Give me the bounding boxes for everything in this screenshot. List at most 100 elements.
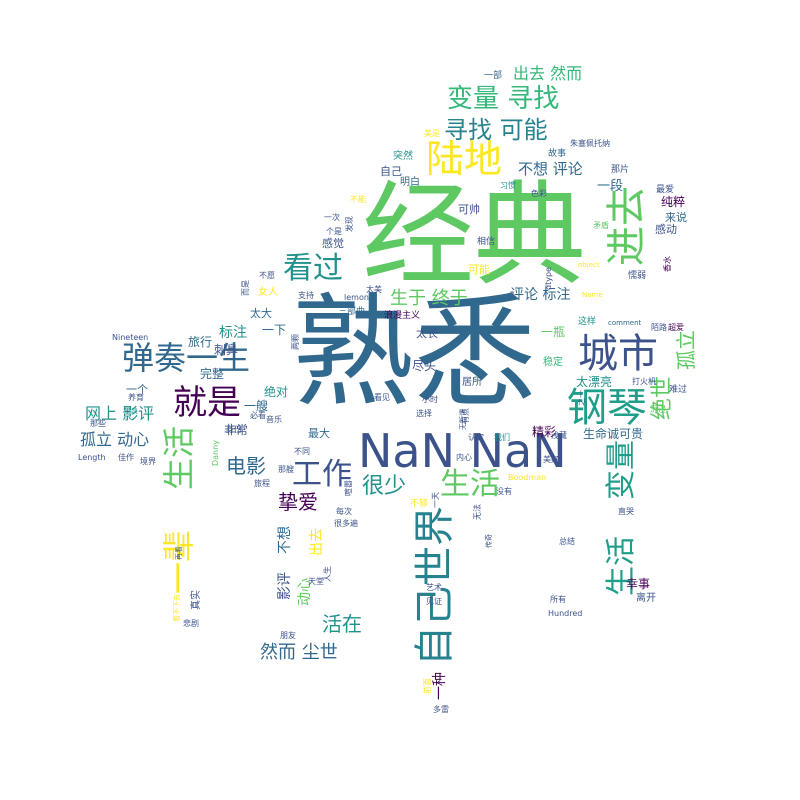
word: 弹奏一生: [122, 339, 251, 377]
word: 明白: [400, 177, 420, 188]
word: 然而 尘世: [260, 642, 338, 663]
word: 音乐: [266, 415, 282, 424]
word: 一个: [126, 383, 148, 396]
word: 评论 标注: [510, 287, 571, 303]
word: 养育: [128, 393, 144, 402]
word: Length: [78, 453, 106, 462]
word: 生于 终于: [390, 288, 468, 309]
word: 一辈: [160, 529, 198, 594]
word: 旅行: [188, 335, 213, 349]
word: 进去: [604, 186, 650, 266]
word: 变量 寻找: [447, 84, 560, 114]
word: 一瓶: [541, 325, 566, 339]
word: 超爱: [668, 323, 684, 332]
word: 而是: [241, 280, 250, 296]
word: 感觉: [322, 237, 344, 250]
word: 一艘: [244, 399, 269, 413]
word: 选择: [416, 409, 432, 418]
word: 一段: [597, 179, 624, 194]
word: 所有: [550, 595, 566, 604]
word: 女人: [258, 287, 278, 298]
word: 来说: [665, 211, 687, 224]
word: Nineteen: [112, 333, 149, 342]
word: 多雷: [433, 705, 449, 714]
word: 无所谓: [459, 409, 467, 430]
word: 那片: [611, 165, 630, 175]
word: 矛盾: [593, 221, 609, 230]
word: 居所: [462, 377, 482, 388]
word: 两颗: [291, 334, 300, 350]
word: 不够: [410, 499, 429, 509]
word: 尽头: [412, 359, 437, 373]
word: 个是: [326, 227, 342, 236]
word: 很多遍: [334, 519, 358, 528]
word: 不想: [277, 526, 293, 554]
word: 悲剧: [183, 619, 199, 628]
word: 身份: [226, 425, 242, 434]
word: 电影: [226, 454, 266, 478]
word: 不想 评论: [518, 160, 583, 178]
word: 每次: [336, 507, 352, 516]
word: 三部曲: [338, 307, 366, 317]
word: 沉浸: [650, 405, 666, 414]
word: 熟悉: [292, 282, 536, 424]
word: 相信: [477, 237, 496, 247]
word: 这样: [578, 317, 597, 327]
word: 出去 然而: [513, 64, 583, 83]
word: 前面: [423, 678, 432, 694]
word: 太美: [366, 285, 382, 294]
word: 一种: [432, 672, 448, 700]
word: 生命诚可贵: [583, 427, 644, 441]
word: 绝对: [264, 385, 289, 399]
word: 钢琴: [567, 385, 647, 431]
word: 可帅: [458, 203, 480, 216]
word: 一次: [324, 213, 340, 222]
word: 城市: [578, 331, 658, 377]
word: 孤立: [674, 330, 698, 370]
word: 影评: [277, 572, 293, 600]
word: 喧嚣: [344, 480, 353, 496]
word: 陆地: [426, 137, 503, 181]
word: 活在: [322, 612, 362, 636]
word: object: [578, 261, 600, 269]
word: 一下: [262, 323, 287, 337]
word: 总结: [559, 537, 575, 546]
word: 孤立 动心: [80, 430, 150, 449]
word: 变量: [604, 440, 639, 500]
word: 不能: [350, 195, 366, 204]
word: 太大: [250, 307, 272, 320]
word: 生活: [440, 467, 500, 502]
word: 内心: [456, 453, 472, 462]
word: 美是: [424, 129, 440, 138]
word: Hundred: [548, 609, 583, 618]
word: 直哭: [618, 507, 634, 516]
word: 自己: [380, 165, 402, 178]
word: 支持: [298, 291, 314, 300]
word: NaN NaN: [358, 424, 567, 478]
word: 纯粹: [661, 195, 686, 209]
word: comment: [608, 319, 642, 327]
word: 境界: [140, 457, 156, 466]
word: 浪漫主义: [384, 311, 421, 321]
word: 艺术: [426, 583, 442, 592]
word: 一部: [484, 71, 503, 81]
word: 精彩: [532, 425, 557, 439]
word: lemon: [344, 293, 369, 302]
word: 无法: [473, 504, 482, 520]
word: 经典: [362, 171, 586, 301]
word: 那艘: [278, 465, 294, 474]
word: 真实: [191, 590, 202, 610]
word: Boodman: [508, 473, 547, 482]
word: 浅藏: [551, 431, 567, 440]
word: 必看: [250, 411, 266, 420]
word: 可能: [468, 263, 490, 276]
word: 看不下去: [173, 594, 181, 622]
word: 旅程: [254, 479, 270, 488]
word: 香水: [663, 256, 672, 272]
word: 难过: [669, 385, 688, 395]
word: 出去: [309, 528, 325, 556]
word: 我们: [494, 433, 510, 442]
word: 不愿: [259, 271, 275, 280]
word: 很少: [362, 474, 407, 499]
